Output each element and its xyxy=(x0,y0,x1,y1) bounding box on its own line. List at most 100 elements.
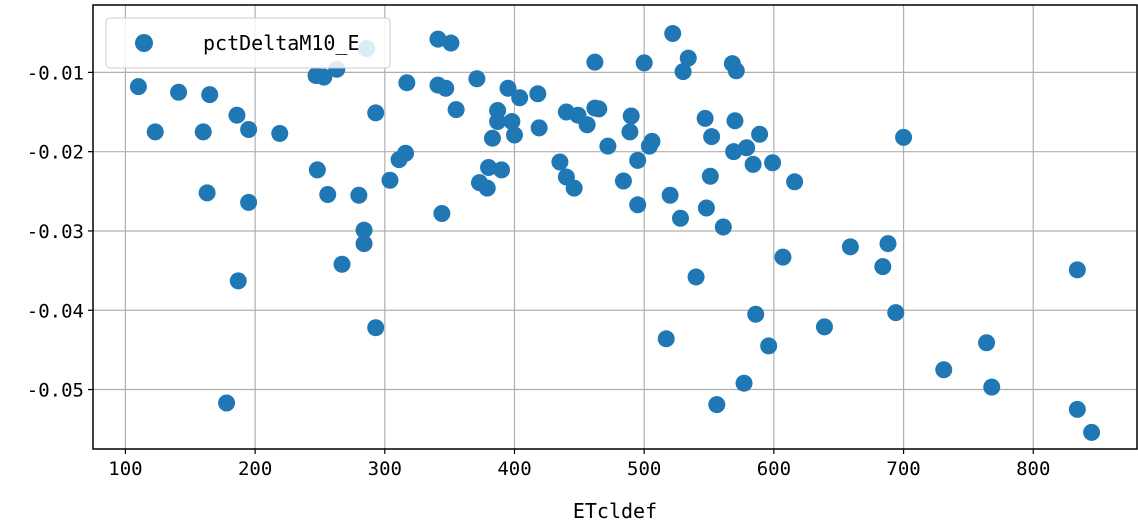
data-point xyxy=(433,205,451,223)
y-tick-label: -0.02 xyxy=(27,142,84,164)
data-point xyxy=(679,49,697,67)
data-point xyxy=(489,113,507,131)
data-point xyxy=(747,305,765,323)
data-point xyxy=(983,378,1001,396)
data-point xyxy=(874,258,892,276)
x-axis: 100 200 300 400 500 600 700 800 xyxy=(108,449,1050,480)
data-point xyxy=(194,123,212,141)
data-point xyxy=(738,139,756,157)
data-point xyxy=(725,143,743,161)
data-point xyxy=(674,63,692,81)
data-point xyxy=(701,167,719,185)
x-tick-label: 100 xyxy=(108,458,142,480)
data-point xyxy=(887,304,905,322)
data-point xyxy=(841,238,859,256)
data-point xyxy=(355,221,373,239)
x-tick-label: 300 xyxy=(368,458,402,480)
data-point xyxy=(760,337,778,355)
data-point xyxy=(529,85,547,103)
data-point xyxy=(664,25,682,43)
data-point xyxy=(614,172,632,190)
data-point xyxy=(478,179,496,197)
data-point xyxy=(447,101,465,119)
data-point xyxy=(499,79,517,97)
data-point xyxy=(271,124,289,142)
data-point xyxy=(727,62,745,80)
y-tick-label: -0.01 xyxy=(27,62,84,84)
data-point xyxy=(599,137,617,155)
data-point xyxy=(935,361,953,379)
data-point xyxy=(895,128,913,146)
y-tick-label: -0.05 xyxy=(27,380,84,402)
data-point xyxy=(774,248,792,266)
data-point xyxy=(786,173,804,191)
x-tick-label: 500 xyxy=(627,458,661,480)
data-point xyxy=(687,268,705,286)
data-point xyxy=(350,186,368,204)
data-point xyxy=(764,154,782,172)
data-point xyxy=(590,100,608,118)
data-point xyxy=(621,123,639,141)
data-point xyxy=(708,396,726,414)
data-point xyxy=(228,106,246,124)
data-point xyxy=(170,83,188,101)
data-point xyxy=(315,68,333,86)
x-tick-label: 600 xyxy=(757,458,791,480)
data-point xyxy=(629,151,647,169)
data-point xyxy=(697,199,715,217)
data-point xyxy=(146,123,164,141)
data-point xyxy=(201,86,219,104)
data-point xyxy=(1068,400,1086,418)
data-point xyxy=(319,185,337,203)
y-tick-label: -0.03 xyxy=(27,221,84,243)
data-point xyxy=(622,107,640,125)
data-point xyxy=(671,209,689,227)
legend-label: pctDeltaM10_E xyxy=(203,31,360,55)
data-point xyxy=(198,184,216,202)
data-point xyxy=(355,235,373,253)
data-point xyxy=(815,318,833,336)
data-point xyxy=(437,79,455,97)
x-tick-label: 800 xyxy=(1016,458,1050,480)
data-point xyxy=(442,34,460,52)
data-point xyxy=(397,144,415,162)
data-point xyxy=(367,319,385,337)
data-point xyxy=(367,104,385,122)
data-point xyxy=(551,153,569,171)
x-tick-label: 700 xyxy=(886,458,920,480)
legend: pctDeltaM10_E xyxy=(105,17,391,69)
x-tick-label: 200 xyxy=(238,458,272,480)
data-point xyxy=(735,374,753,392)
data-point xyxy=(129,78,147,96)
legend-marker xyxy=(135,34,153,52)
data-point xyxy=(586,53,604,71)
y-axis: -0.01 -0.02 -0.03 -0.04 -0.05 xyxy=(27,62,93,402)
legend-box xyxy=(105,17,391,69)
data-point xyxy=(643,132,661,150)
data-point xyxy=(505,126,523,144)
data-point xyxy=(240,193,258,211)
data-point xyxy=(635,54,653,72)
data-point xyxy=(480,159,498,177)
y-tick-label: -0.04 xyxy=(27,300,84,322)
data-point xyxy=(381,171,399,189)
data-point xyxy=(751,125,769,143)
data-point xyxy=(744,155,762,173)
data-point xyxy=(703,128,721,146)
data-point xyxy=(565,179,583,197)
data-point xyxy=(661,186,679,204)
data-point xyxy=(879,235,897,253)
data-point xyxy=(229,272,247,290)
x-tick-label: 400 xyxy=(497,458,531,480)
data-point xyxy=(1068,261,1086,279)
plot-frame xyxy=(92,4,1138,450)
data-point xyxy=(726,112,744,130)
data-point xyxy=(578,116,596,134)
data-point xyxy=(493,161,511,179)
grid-lines xyxy=(93,5,1137,449)
data-point xyxy=(530,119,548,137)
data-point xyxy=(503,113,521,131)
data-point xyxy=(978,334,996,352)
scatter-points xyxy=(129,25,1101,441)
